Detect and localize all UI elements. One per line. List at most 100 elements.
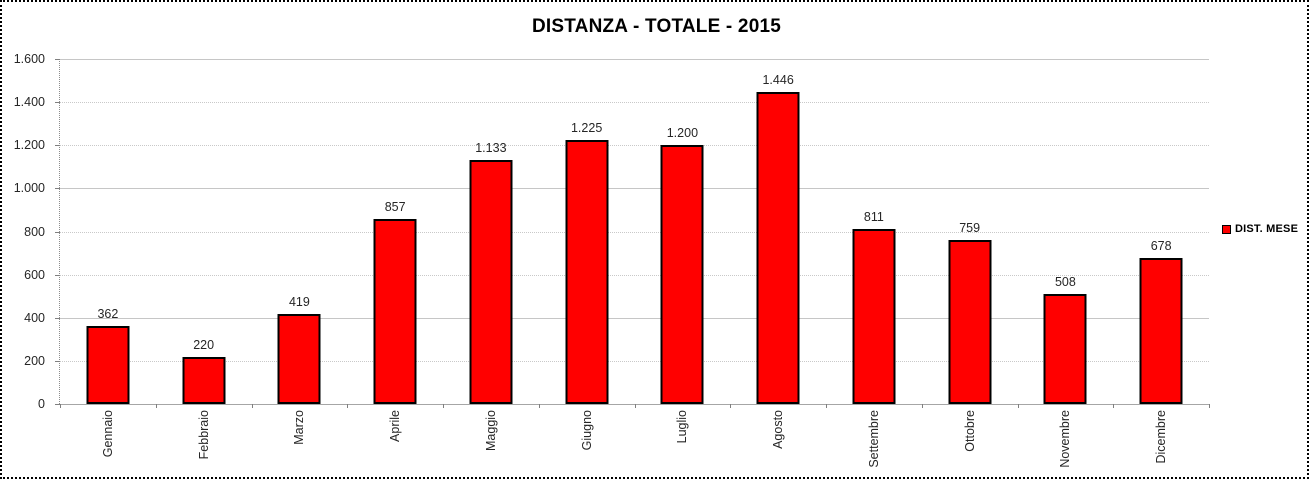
x-axis-tick (921, 404, 923, 408)
y-axis-tick (55, 102, 60, 104)
y-axis-tick-label: 1.400 (13, 95, 45, 110)
bar-value-label-febbraio: 220 (193, 337, 215, 352)
y-axis-tick-label: 0 (38, 397, 45, 411)
legend-label: DIST. MESE (1235, 223, 1299, 235)
x-label-slot: Dicembre (1113, 410, 1209, 478)
y-axis-tick-label: 1.000 (13, 181, 45, 196)
bar-value-label-settembre: 811 (863, 210, 884, 225)
x-label-slot: Ottobre (922, 410, 1018, 478)
x-axis-tick (730, 404, 732, 408)
x-axis-tick (443, 404, 444, 408)
x-label-slot: Novembre (1018, 410, 1114, 478)
x-label-slot: Maggio (443, 410, 539, 478)
y-axis-tick (55, 274, 60, 276)
bar-value-label-maggio: 1.133 (475, 140, 507, 155)
x-label-slot: Marzo (252, 410, 348, 478)
bar-value-label-dicembre: 678 (1150, 238, 1172, 253)
bar-value-label-novembre: 508 (1054, 275, 1076, 290)
x-label-slot: Febbraio (156, 410, 252, 478)
x-axis-tick (1017, 404, 1019, 408)
bar-value-label-aprile: 857 (384, 200, 406, 215)
bar-slot-maggio: 1.133 (443, 59, 539, 404)
x-axis-tick-label-ottobre: Ottobre (962, 410, 977, 452)
legend-swatch-icon (1222, 224, 1231, 234)
bars-layer: 362 220 419 857 1.133 1.225 1.200 1.446 811 759 50… (60, 59, 1209, 404)
bar-slot-settembre: 811 (826, 59, 922, 404)
x-label-slot: Gennaio (60, 410, 156, 478)
x-axis-tick (251, 404, 253, 408)
bar-febbraio (182, 356, 226, 404)
bar-slot-ottobre: 759 (922, 59, 1018, 404)
bar-dicembre (1139, 257, 1183, 404)
bar-maggio (469, 159, 513, 404)
x-axis-tick (634, 404, 636, 408)
y-axis-tick-label: 800 (24, 224, 45, 239)
bar-value-label-marzo: 419 (288, 294, 310, 309)
x-axis-tick (155, 404, 157, 408)
y-axis-tick (55, 188, 60, 190)
y-axis-tick (55, 145, 60, 147)
bar-aprile (373, 219, 417, 404)
bar-slot-luglio: 1.200 (635, 59, 731, 404)
x-axis-tick-label-novembre: Novembre (1058, 410, 1073, 468)
bar-gennaio (86, 325, 130, 404)
y-axis-tick-label: 1.600 (13, 52, 45, 66)
y-axis-tick-label: 600 (24, 267, 45, 282)
gridline-800 (60, 231, 1209, 233)
gridline-600 (60, 274, 1209, 276)
bar-settembre (852, 229, 896, 404)
x-axis-tick-label-agosto: Agosto (771, 410, 786, 449)
bar-value-label-agosto: 1.446 (762, 73, 794, 88)
gridline-1200 (60, 145, 1209, 147)
plot-area: 362 220 419 857 1.133 1.225 1.200 1.446 811 759 50… (60, 59, 1209, 404)
x-axis-tick-label-dicembre: Dicembre (1154, 410, 1169, 464)
bar-marzo (277, 313, 321, 404)
x-axis-labels: Gennaio Febbraio Marzo Aprile Maggio Giugno Lu… (60, 410, 1209, 478)
bar-luglio (660, 145, 704, 404)
x-axis-tick (60, 404, 61, 408)
y-axis-tick-label: 200 (24, 353, 45, 368)
x-axis-tick-label-gennaio: Gennaio (100, 410, 115, 458)
x-axis-tick (1209, 404, 1210, 408)
bar-slot-marzo: 419 (252, 59, 348, 404)
x-label-slot: Giugno (539, 410, 635, 478)
bar-value-label-gennaio: 362 (97, 306, 119, 321)
bar-slot-gennaio: 362 (60, 59, 156, 404)
y-axis-tick-label: 1.200 (13, 138, 45, 153)
x-axis-tick-label-marzo: Marzo (292, 410, 307, 445)
bar-slot-febbraio: 220 (156, 59, 252, 404)
x-label-slot: Agosto (730, 410, 826, 478)
bar-slot-giugno: 1.225 (539, 59, 635, 404)
bar-value-label-luglio: 1.200 (666, 126, 699, 141)
x-axis-tick (347, 404, 349, 408)
bar-giugno (565, 139, 609, 404)
y-axis-tick (55, 360, 60, 362)
bar-slot-dicembre: 678 (1113, 59, 1209, 404)
y-axis-tick (55, 231, 60, 233)
gridline-1000 (60, 188, 1209, 190)
bar-agosto (756, 92, 800, 404)
x-axis-tick (826, 404, 827, 408)
x-label-slot: Settembre (826, 410, 922, 478)
chart-title: DISTANZA - TOTALE - 2015 (531, 16, 781, 37)
bar-value-label-ottobre: 759 (959, 221, 981, 236)
x-axis-tick-label-settembre: Settembre (866, 410, 881, 468)
x-axis-tick (538, 404, 540, 408)
bar-slot-aprile: 857 (347, 59, 443, 404)
gridline-1400 (60, 102, 1209, 104)
x-label-slot: Aprile (347, 410, 443, 478)
y-axis-tick (55, 317, 60, 319)
gridline-200 (60, 360, 1209, 362)
gridline-400 (60, 317, 1209, 319)
bar-novembre (1043, 294, 1087, 404)
x-axis-tick-label-febbraio: Febbraio (196, 410, 211, 460)
bar-slot-novembre: 508 (1018, 59, 1114, 404)
y-axis-tick (55, 59, 60, 60)
x-axis-tick-label-aprile: Aprile (388, 410, 403, 442)
bar-slot-agosto: 1.446 (730, 59, 826, 404)
x-label-slot: Luglio (635, 410, 731, 478)
x-axis-tick-label-luglio: Luglio (675, 410, 690, 444)
gridline-1600 (60, 59, 1209, 60)
x-axis-tick-label-giugno: Giugno (579, 410, 594, 451)
